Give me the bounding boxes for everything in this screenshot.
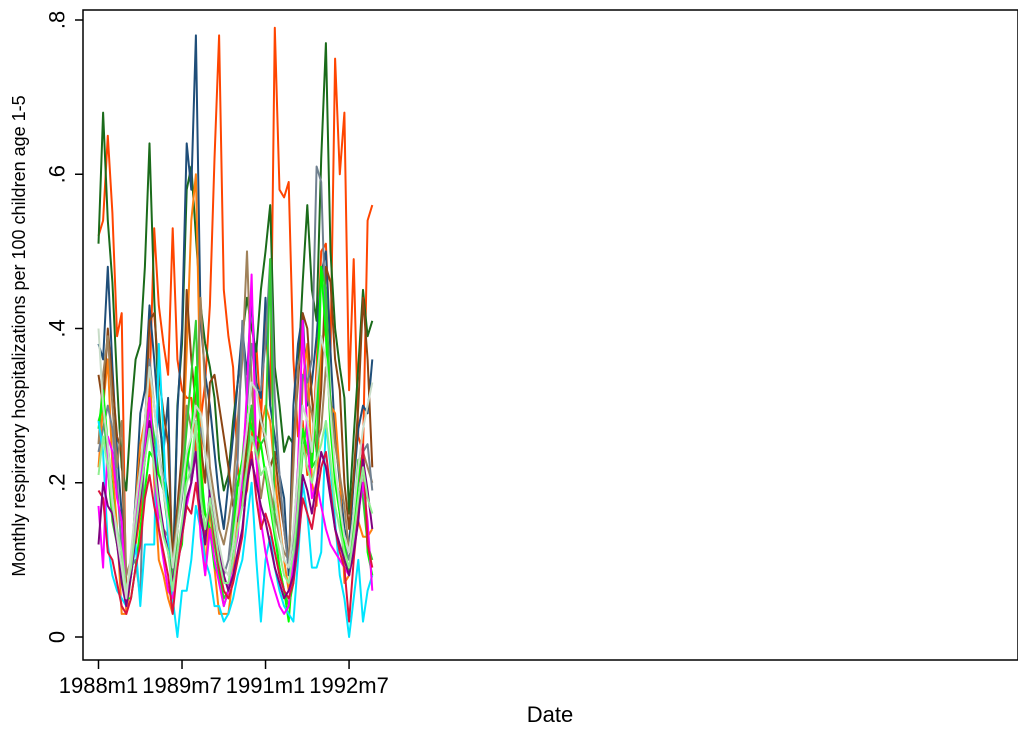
axis-layer: 0 .2 .4 .6 .8 1988m1 1989m7 1991m1 1992m7 [45,11,389,698]
y-tick-label-4: .8 [45,11,70,29]
x-tick-label-0: 1988m1 [59,673,139,698]
x-tick-label-2: 1991m1 [226,673,306,698]
series-line-9 [97,265,374,623]
series-layer [97,26,374,638]
y-axis-title: Monthly respiratory hospitalizations per… [9,95,29,576]
series-line-14 [97,420,374,592]
y-tick-label-3: .6 [45,165,70,183]
y-tick-label-0: 0 [45,631,70,643]
series-line-15 [97,328,374,600]
y-tick-label-2: .4 [45,319,70,337]
x-tick-label-3: 1992m7 [309,673,389,698]
y-tick-label-1: .2 [45,474,70,492]
series-line-12 [97,443,374,623]
x-tick-label-1: 1989m7 [142,673,222,698]
plot-frame [82,9,1018,661]
x-axis-title: Date [527,702,573,727]
